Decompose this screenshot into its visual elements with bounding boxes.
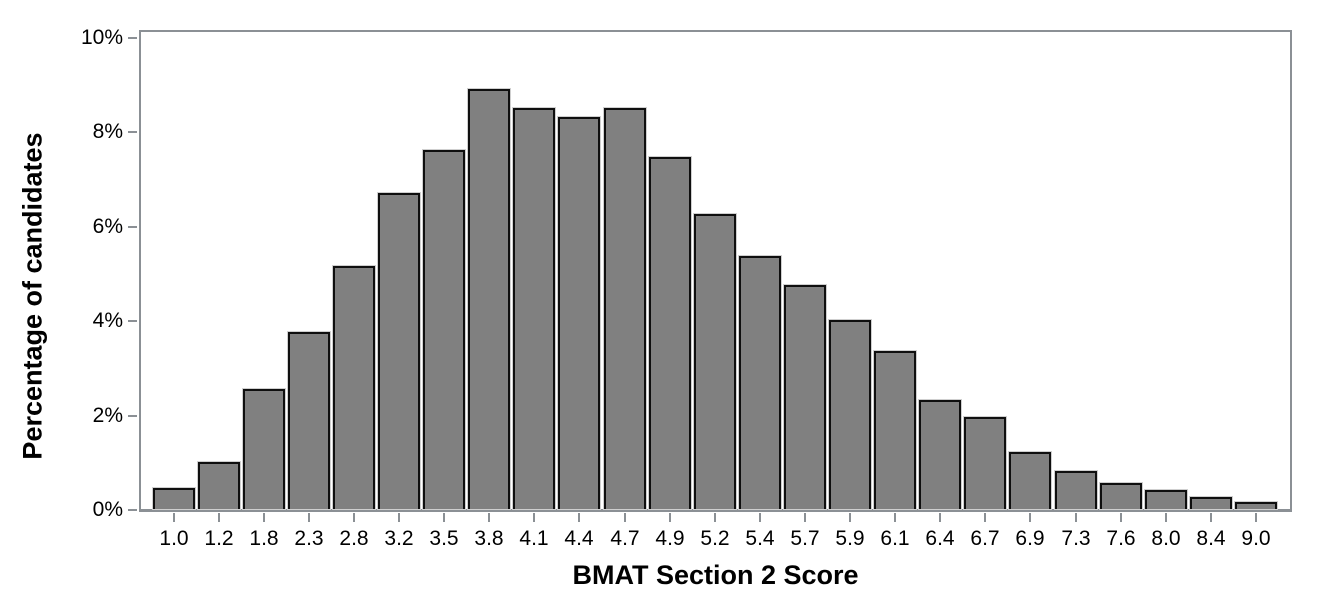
bar-5.9 [829, 320, 871, 509]
x-tick-mark [533, 513, 535, 522]
bar-6.9 [1009, 452, 1051, 509]
bar-4.7 [604, 108, 646, 509]
x-tick-label: 5.2 [700, 527, 730, 550]
x-tick-label: 1.2 [204, 527, 234, 550]
x-tick-label: 8.0 [1151, 527, 1181, 550]
bar-6.4 [919, 400, 961, 509]
y-tick-mark [128, 37, 137, 39]
y-tick-mark [128, 131, 137, 133]
x-tick-mark [218, 513, 220, 522]
x-tick-label: 1.0 [159, 527, 189, 550]
x-tick-mark [624, 513, 626, 522]
x-tick-mark [353, 513, 355, 522]
y-tick-label: 8% [92, 120, 123, 143]
y-tick-mark [128, 320, 137, 322]
bar-7.3 [1055, 471, 1097, 509]
bar-5.4 [739, 256, 781, 509]
x-axis-title: BMAT Section 2 Score [572, 560, 859, 590]
x-tick-mark [759, 513, 761, 522]
x-tick-label: 5.9 [835, 527, 865, 550]
x-tick-mark [1255, 513, 1257, 522]
x-tick-mark [488, 513, 490, 522]
y-tick-label: 2% [92, 404, 123, 427]
bar-3.2 [378, 193, 420, 509]
bar-5.7 [784, 285, 826, 509]
x-tick-label: 4.4 [564, 527, 594, 550]
bar-7.6 [1100, 483, 1142, 509]
bar-4.4 [558, 117, 600, 509]
bar-8.0 [1145, 490, 1187, 509]
x-tick-mark [894, 513, 896, 522]
x-tick-mark [263, 513, 265, 522]
y-tick-label: 10% [80, 26, 123, 49]
x-tick-mark [714, 513, 716, 522]
x-tick-mark [984, 513, 986, 522]
y-tick-mark [128, 415, 137, 417]
x-tick-label: 7.6 [1106, 527, 1136, 550]
x-tick-mark [804, 513, 806, 522]
x-tick-mark [398, 513, 400, 522]
x-tick-mark [1029, 513, 1031, 522]
y-tick-label: 6% [92, 215, 123, 238]
bar-6.7 [964, 417, 1006, 509]
x-tick-label: 4.1 [519, 527, 549, 550]
x-tick-mark [849, 513, 851, 522]
bar-4.9 [649, 157, 691, 509]
x-tick-label: 7.3 [1061, 527, 1091, 550]
bar-3.8 [468, 89, 510, 509]
x-tick-label: 8.4 [1196, 527, 1226, 550]
x-tick-label: 6.4 [925, 527, 955, 550]
y-tick-mark [128, 226, 137, 228]
x-tick-mark [308, 513, 310, 522]
y-tick-mark [128, 509, 137, 511]
x-tick-mark [1120, 513, 1122, 522]
x-tick-label: 9.0 [1241, 527, 1271, 550]
x-tick-label: 1.8 [249, 527, 279, 550]
x-tick-label: 6.7 [970, 527, 1000, 550]
x-tick-label: 2.3 [294, 527, 324, 550]
x-tick-label: 2.8 [339, 527, 369, 550]
x-tick-mark [443, 513, 445, 522]
x-tick-label: 5.7 [790, 527, 820, 550]
bar-8.4 [1190, 497, 1232, 509]
x-tick-mark [1210, 513, 1212, 522]
bar-1.0 [153, 488, 195, 509]
bar-6.1 [874, 351, 916, 509]
bar-2.8 [333, 266, 375, 509]
x-tick-mark [1165, 513, 1167, 522]
x-tick-label: 6.1 [880, 527, 910, 550]
x-tick-label: 3.2 [384, 527, 414, 550]
x-tick-label: 5.4 [745, 527, 775, 550]
x-tick-mark [578, 513, 580, 522]
y-tick-label: 0% [92, 498, 123, 521]
x-tick-label: 4.7 [610, 527, 640, 550]
bar-2.3 [288, 332, 330, 509]
bar-9.0 [1235, 502, 1277, 509]
x-tick-mark [1075, 513, 1077, 522]
x-tick-mark [939, 513, 941, 522]
x-tick-label: 3.8 [474, 527, 504, 550]
x-tick-mark [173, 513, 175, 522]
x-tick-label: 3.5 [429, 527, 459, 550]
bar-3.5 [423, 150, 465, 509]
bar-1.2 [198, 462, 240, 509]
y-tick-label: 4% [92, 309, 123, 332]
x-tick-mark [669, 513, 671, 522]
x-tick-label: 6.9 [1015, 527, 1045, 550]
bar-4.1 [513, 108, 555, 509]
bar-5.2 [694, 214, 736, 509]
x-tick-label: 4.9 [655, 527, 685, 550]
bar-1.8 [243, 389, 285, 509]
plot-area [139, 30, 1292, 512]
